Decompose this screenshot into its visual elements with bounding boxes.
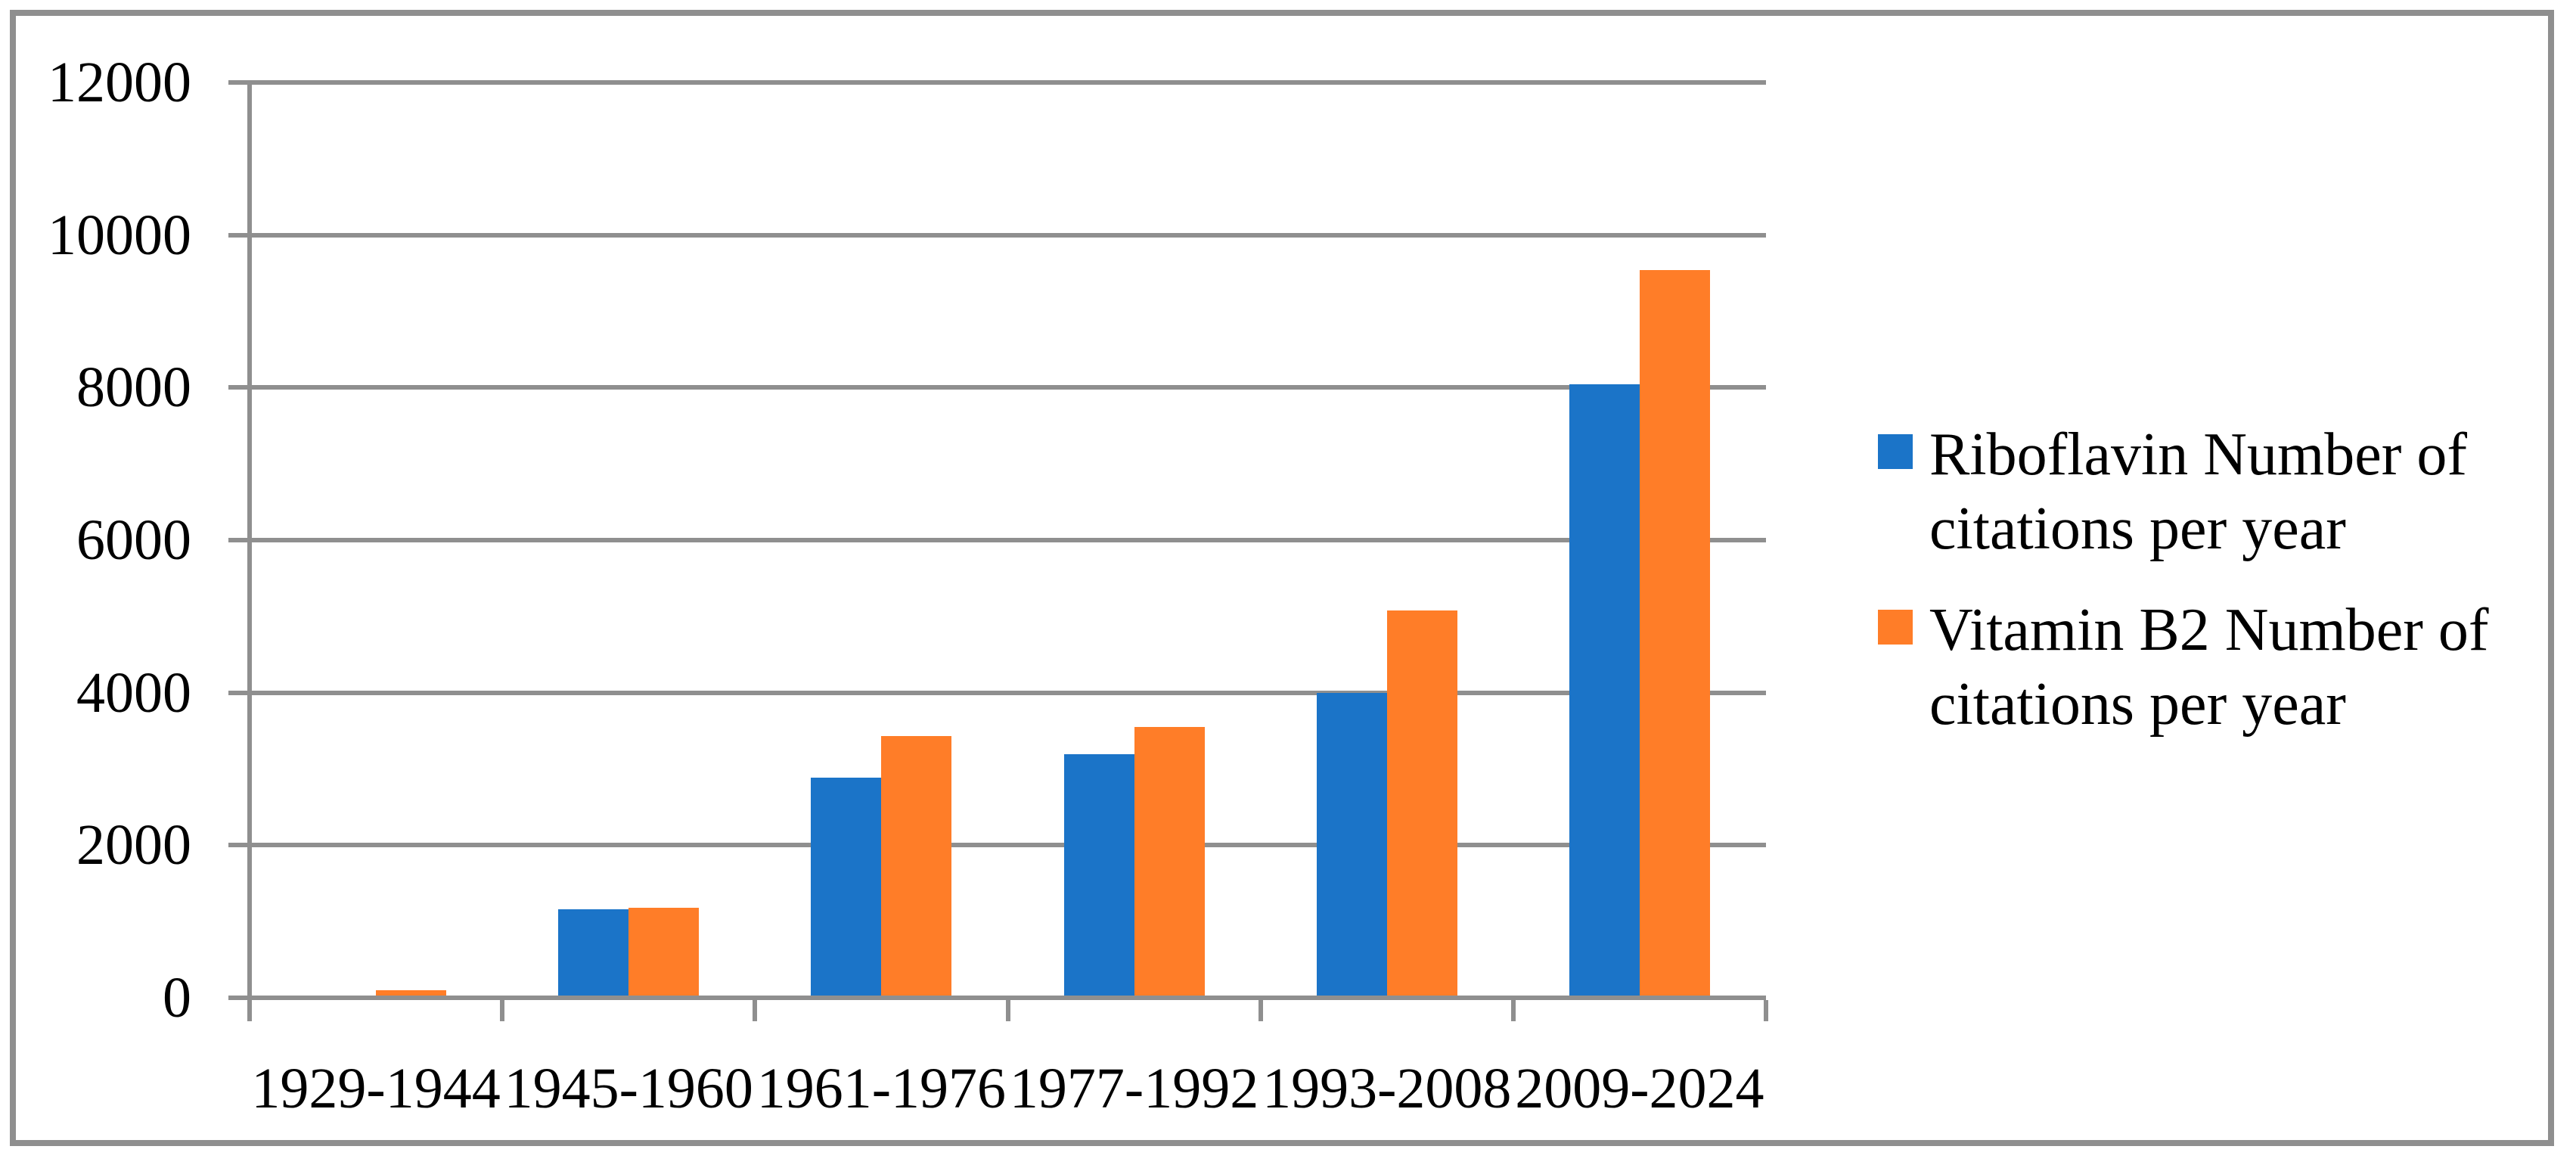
y-tick-label-4000: 4000 [76, 660, 191, 725]
y-tick-label-0: 0 [163, 966, 191, 1030]
x-axis-tick-1 [500, 1000, 505, 1021]
gridline-10000 [228, 232, 1766, 238]
gridline-2000 [228, 843, 1766, 848]
x-tick-label-1929-1944: 1929-1944 [251, 1057, 501, 1120]
legend-label-vitamin-b2: Vitamin B2 Number of citations per year [1929, 593, 2489, 741]
y-axis-line [247, 80, 252, 1021]
x-axis-line [228, 996, 1766, 1000]
legend-label-riboflavin-line1: Riboflavin Number of [1929, 421, 2467, 488]
y-tick-label-10000: 10000 [48, 203, 191, 267]
x-tick-label-1977-1992: 1977-1992 [1009, 1057, 1259, 1120]
x-tick-label-1993-2008: 1993-2008 [1262, 1057, 1512, 1120]
x-axis-tick-5 [1510, 1000, 1516, 1021]
legend-item-vitamin-b2: Vitamin B2 Number of citations per year [1878, 593, 2559, 741]
y-tick-label-12000: 12000 [48, 51, 191, 114]
y-tick-label-2000: 2000 [76, 813, 191, 878]
x-axis-tick-2 [753, 1000, 758, 1021]
bar-riboflavin-1977-1992 [1063, 754, 1134, 998]
legend-label-vitamin-b2-line2: citations per year [1929, 671, 2346, 738]
gridline-6000 [228, 538, 1766, 542]
bar-riboflavin-1993-2008 [1316, 692, 1387, 998]
legend-item-riboflavin: Riboflavin Number of citations per year [1878, 418, 2559, 566]
legend-swatch-riboflavin [1878, 434, 1913, 469]
legend-label-vitamin-b2-line1: Vitamin B2 Number of [1929, 597, 2489, 663]
x-axis-tick-0 [247, 1000, 252, 1021]
gridline-12000 [228, 80, 1766, 85]
bar-vitamin-b2-1977-1992 [1134, 727, 1205, 998]
bar-vitamin-b2-1993-2008 [1386, 610, 1457, 998]
bar-vitamin-b2-1929-1944 [376, 989, 447, 998]
legend-label-riboflavin-line2: citations per year [1929, 495, 2346, 562]
bar-vitamin-b2-2009-2024 [1639, 270, 1710, 998]
y-tick-label-6000: 6000 [76, 508, 191, 572]
bar-vitamin-b2-1945-1960 [628, 908, 700, 998]
x-axis-tick-6 [1764, 1000, 1768, 1021]
bar-riboflavin-1961-1976 [811, 777, 882, 998]
gridline-8000 [228, 385, 1766, 390]
legend-label-riboflavin: Riboflavin Number of citations per year [1929, 418, 2467, 566]
bar-riboflavin-1945-1960 [558, 909, 629, 998]
chart-border [10, 10, 2554, 1146]
bar-riboflavin-2009-2024 [1569, 384, 1640, 998]
x-tick-label-1961-1976: 1961-1976 [756, 1057, 1007, 1120]
x-tick-label-1945-1960: 1945-1960 [504, 1057, 753, 1120]
legend-swatch-vitamin-b2 [1878, 610, 1913, 645]
x-axis-tick-3 [1005, 1000, 1010, 1021]
x-axis-tick-4 [1258, 1000, 1263, 1021]
gridline-4000 [228, 690, 1766, 695]
x-tick-label-2009-2024: 2009-2024 [1515, 1057, 1764, 1120]
y-tick-label-8000: 8000 [76, 356, 191, 420]
bar-vitamin-b2-1961-1976 [881, 736, 952, 998]
legend: Riboflavin Number of citations per year … [1878, 418, 2559, 769]
